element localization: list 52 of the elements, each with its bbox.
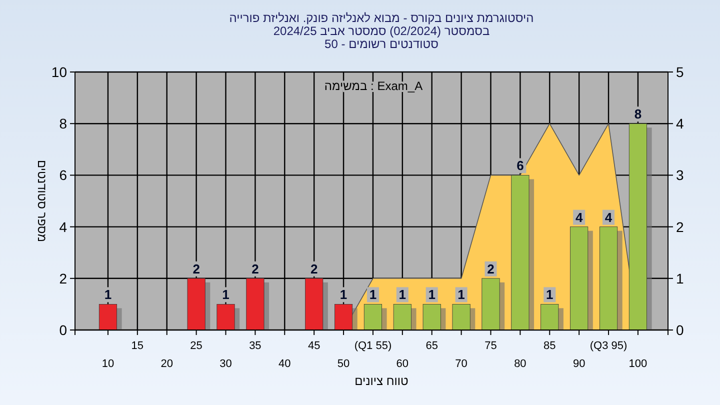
text: סטודנטים רשומים - 50 xyxy=(324,37,439,51)
x-tick-label: 60 xyxy=(396,358,409,370)
chart-title: היסטוגרמת ציונים בקורס - מבוא לאנליזה פונק. ואנליזת פורייה xyxy=(229,11,534,25)
x-tick-label: 75 xyxy=(484,340,497,352)
x-tick-label: 85 xyxy=(544,340,556,352)
y-tick-label: 4 xyxy=(59,218,68,235)
y-tick-label: 10 xyxy=(51,64,68,80)
x-tick-label: 35 xyxy=(249,340,262,352)
data-label: 1 xyxy=(369,287,377,302)
data-label: 4 xyxy=(604,210,613,225)
data-label: 1 xyxy=(222,287,230,302)
y-tick-label: 6 xyxy=(59,167,68,184)
x-tick-label: 80 xyxy=(514,358,526,370)
data-label: 2 xyxy=(487,261,494,276)
data-label: 2 xyxy=(310,261,318,276)
x-tick-label: 20 xyxy=(160,358,173,370)
x-tick-label: (Q3 95) xyxy=(590,340,628,352)
x-tick-label: 30 xyxy=(220,358,232,370)
data-label: 2 xyxy=(192,261,200,276)
x-tick-label: 90 xyxy=(572,358,586,370)
x-tick-label: 40 xyxy=(278,358,291,370)
x-tick-label: 10 xyxy=(102,358,114,370)
y2-tick-label: 1 xyxy=(676,270,684,286)
data-label: 4 xyxy=(575,210,584,225)
y2-tick-label: 5 xyxy=(676,64,684,80)
data-label: 1 xyxy=(546,287,554,302)
x-tick-label: 70 xyxy=(455,358,468,370)
y2-tick-label: 4 xyxy=(676,116,684,132)
y-tick-label: 2 xyxy=(59,270,68,286)
y-axis-title: מספר סטודנטים xyxy=(35,160,49,242)
chart-subtitle: בסמסטר (02/2024) סמסטר אביב 2024/25 xyxy=(273,24,490,38)
y2-tick-label: 2 xyxy=(676,218,684,235)
data-label: 1 xyxy=(398,287,406,302)
y-tick-label: 0 xyxy=(59,322,68,338)
y2-tick-label: 0 xyxy=(676,322,684,338)
x-tick-label: 45 xyxy=(308,340,320,352)
data-label: 1 xyxy=(458,287,465,302)
data-label: 1 xyxy=(104,287,112,302)
data-label: 1 xyxy=(428,287,436,302)
data-label: 1 xyxy=(340,287,348,302)
y-tick-label: 8 xyxy=(59,116,68,132)
data-label: 8 xyxy=(634,106,642,122)
data-label: 2 xyxy=(252,261,259,276)
x-tick-label: 100 xyxy=(628,358,648,370)
x-tick-label: 15 xyxy=(131,340,144,352)
data-label: 6 xyxy=(516,158,524,174)
x-tick-label: 50 xyxy=(337,358,350,370)
x-tick-label: 25 xyxy=(190,340,202,352)
x-tick-label: 65 xyxy=(426,340,438,352)
y2-tick-label: 3 xyxy=(676,167,684,184)
x-axis-title: טווח ציונים xyxy=(354,374,409,388)
x-tick-label: (Q1 55) xyxy=(354,340,392,352)
